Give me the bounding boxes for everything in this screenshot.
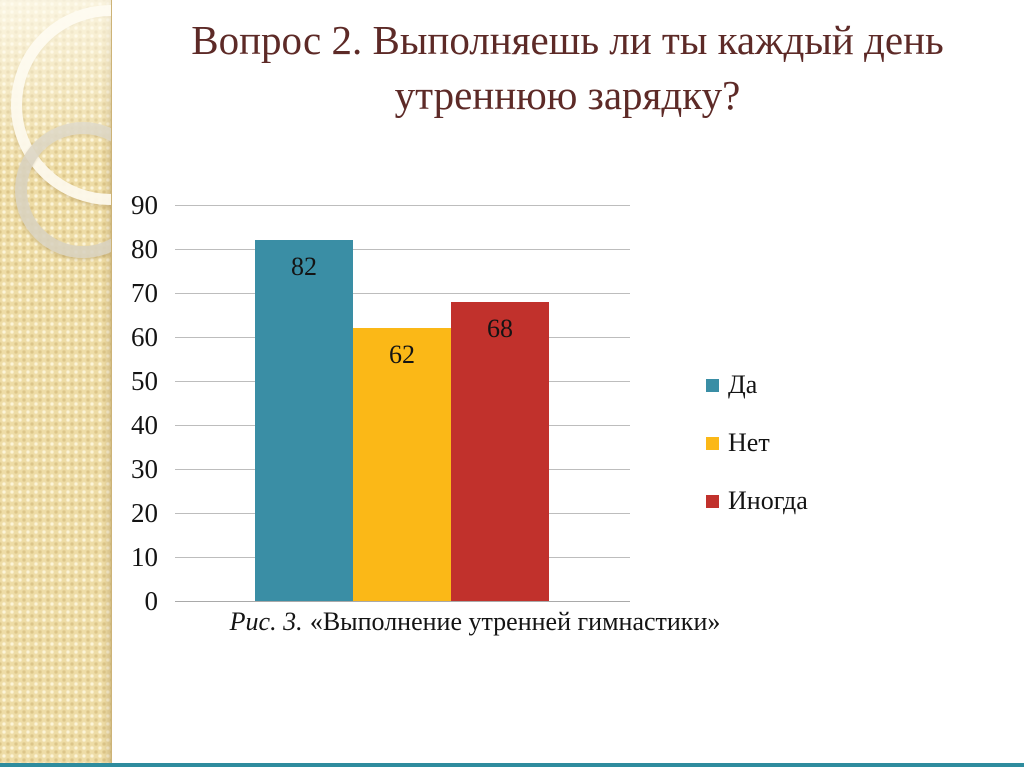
legend-swatch	[706, 378, 719, 392]
y-axis-tick-label: 30	[131, 454, 158, 484]
legend-item: Нет	[706, 429, 808, 457]
figure-caption-number: Рис. 3.	[229, 607, 303, 636]
y-axis-tick-label: 90	[131, 190, 158, 220]
gridline	[175, 600, 630, 602]
legend-label: Иногда	[728, 486, 808, 515]
slide-title: Вопрос 2. Выполняешь ли ты каждый день у…	[111, 13, 1024, 123]
bar-Иногда	[451, 301, 549, 601]
legend-item: Да	[706, 371, 808, 399]
decorative-sidebar	[0, 0, 112, 767]
y-axis-tick-label: 60	[131, 322, 158, 352]
y-axis-tick-label: 0	[144, 586, 159, 616]
figure-caption: Рис. 3. «Выполнение утренней гимнастики»	[160, 607, 790, 637]
bar-Да	[255, 240, 353, 601]
bar-value-label: 62	[389, 340, 415, 370]
bar-Нет	[353, 328, 451, 601]
legend-label: Да	[728, 370, 758, 399]
gridline	[175, 248, 630, 250]
y-axis-tick-label: 70	[131, 278, 158, 308]
figure-caption-text: «Выполнение утренней гимнастики»	[309, 607, 721, 636]
slide-title-line2: утреннюю зарядку?	[394, 72, 741, 118]
bar-value-label: 68	[487, 313, 513, 343]
gridline	[175, 292, 630, 294]
y-axis-tick-label: 10	[131, 542, 158, 572]
gridline	[175, 204, 630, 206]
y-axis-tick-label: 50	[131, 366, 158, 396]
y-axis-tick-label: 40	[131, 410, 158, 440]
slide-title-line1: Вопрос 2. Выполняешь ли ты каждый день	[191, 17, 944, 63]
y-axis-tick-label: 80	[131, 234, 158, 264]
bar-value-label: 82	[291, 252, 317, 282]
chart-legend: Да Нет Иногда	[706, 371, 808, 515]
legend-swatch	[706, 494, 719, 508]
y-axis-tick-label: 20	[131, 498, 158, 528]
legend-swatch	[706, 436, 719, 450]
sidebar-highlight	[0, 0, 111, 160]
legend-item: Иногда	[706, 487, 808, 515]
bottom-accent-line	[0, 763, 1024, 767]
legend-label: Нет	[728, 428, 770, 457]
